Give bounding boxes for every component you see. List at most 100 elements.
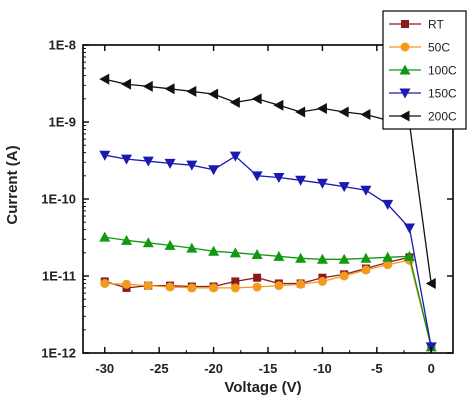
data-point-150C-2	[142, 156, 154, 167]
data-point-100C-14	[403, 250, 415, 261]
data-point-50C-10	[317, 276, 327, 286]
axes: -30 -25 -20 -15 -10 -5 0 1E-12 1E-11 1E-10 1E-9 1E-…	[41, 38, 454, 376]
x-tick-label: -5	[371, 361, 383, 376]
series-50C	[100, 255, 436, 352]
data-point-100C-11	[338, 253, 350, 264]
data-point-200C-11	[338, 106, 349, 118]
data-point-100C-2	[142, 237, 154, 248]
legend-marker-150C	[399, 88, 411, 99]
data-point-200C-10	[316, 102, 327, 114]
y-tick-label: 1E-8	[49, 38, 76, 53]
data-point-200C-6	[229, 96, 240, 108]
data-point-200C-8	[273, 99, 284, 111]
data-point-150C-4	[186, 160, 198, 171]
data-point-100C-3	[164, 239, 176, 250]
data-point-150C-6	[229, 151, 241, 162]
data-point-200C-2	[142, 80, 153, 92]
y-tick-label: 1E-10	[41, 192, 76, 207]
data-point-50C-8	[274, 281, 284, 291]
legend-marker-RT	[401, 20, 409, 28]
data-point-150C-7	[251, 171, 263, 182]
data-point-RT-6	[231, 277, 240, 286]
data-point-50C-1	[122, 279, 132, 289]
data-point-50C-13	[383, 260, 393, 270]
data-point-100C-9	[295, 252, 307, 263]
series-200C	[99, 73, 436, 289]
data-point-100C-4	[186, 242, 198, 253]
legend-label-RT: RT	[428, 18, 444, 32]
data-point-100C-0	[99, 231, 111, 242]
x-tick-label: -30	[95, 361, 114, 376]
data-point-100C-1	[121, 234, 133, 245]
legend-marker-100C	[399, 64, 411, 75]
data-point-100C-7	[251, 249, 263, 260]
data-point-150C-5	[208, 165, 220, 176]
data-point-50C-0	[100, 278, 110, 288]
data-point-50C-6	[230, 283, 240, 293]
data-point-150C-11	[338, 182, 350, 193]
series-line-150C	[104, 154, 432, 348]
x-tick-label: -20	[204, 361, 223, 376]
legend-label-100C: 100C	[428, 64, 457, 78]
data-point-150C-13	[382, 199, 394, 210]
data-point-50C-3	[165, 282, 175, 292]
data-point-150C-0	[99, 150, 111, 161]
data-point-150C-1	[121, 154, 133, 165]
data-point-150C-3	[164, 158, 176, 169]
data-point-200C-1	[121, 78, 132, 90]
legend-item-200C: 200C	[389, 110, 457, 124]
data-point-50C-2	[143, 281, 153, 291]
data-point-200C-9	[295, 106, 306, 118]
data-point-200C-12	[360, 109, 371, 121]
data-point-100C-8	[273, 250, 285, 261]
legend-item-100C: 100C	[389, 64, 457, 78]
series-line-100C	[104, 236, 432, 348]
y-tick-label: 1E-12	[41, 346, 76, 361]
data-point-50C-12	[361, 265, 371, 275]
data-point-50C-11	[339, 271, 349, 281]
data-point-50C-7	[252, 282, 262, 292]
data-point-150C-9	[295, 175, 307, 186]
y-tick-label: 1E-11	[42, 269, 76, 284]
data-point-50C-5	[209, 283, 219, 293]
data-point-150C-12	[360, 185, 372, 196]
y-tick-label: 1E-9	[49, 115, 76, 130]
data-point-200C-5	[208, 88, 219, 100]
data-point-200C-3	[164, 83, 175, 95]
x-tick-label: -15	[259, 361, 278, 376]
data-point-200C-4	[186, 85, 197, 97]
data-point-150C-8	[273, 173, 285, 184]
x-axis-label: Voltage (V)	[224, 379, 301, 396]
series-line-50C	[104, 259, 432, 348]
legend-label-150C: 150C	[428, 87, 457, 101]
data-point-150C-10	[316, 178, 328, 189]
legend-item-50C: 50C	[389, 41, 450, 55]
legend-label-50C: 50C	[428, 41, 450, 55]
data-point-200C-0	[99, 73, 110, 85]
legend: RT 50C 100C 150C 200C	[382, 10, 467, 130]
data-point-50C-4	[187, 283, 197, 293]
legend-item-RT: RT	[389, 18, 444, 32]
x-tick-label: 0	[428, 361, 435, 376]
legend-label-200C: 200C	[428, 110, 457, 124]
plot-area	[99, 73, 437, 353]
data-point-100C-5	[208, 245, 220, 256]
y-axis-label: Current (A)	[4, 145, 21, 224]
data-point-100C-13	[382, 251, 394, 262]
data-point-200C-15	[425, 277, 436, 289]
legend-marker-200C	[399, 110, 410, 122]
series-line-200C	[104, 78, 432, 284]
data-point-150C-14	[403, 223, 415, 234]
data-point-RT-7	[253, 273, 262, 282]
legend-marker-50C	[400, 42, 410, 52]
legend-item-150C: 150C	[389, 87, 457, 101]
data-point-50C-9	[296, 279, 306, 289]
data-point-200C-7	[251, 93, 262, 105]
series-line-RT	[104, 256, 432, 348]
x-tick-label: -10	[313, 361, 332, 376]
data-point-100C-6	[229, 247, 241, 258]
x-tick-label: -25	[150, 361, 169, 376]
series-100C	[99, 231, 437, 352]
data-point-100C-10	[316, 253, 328, 264]
